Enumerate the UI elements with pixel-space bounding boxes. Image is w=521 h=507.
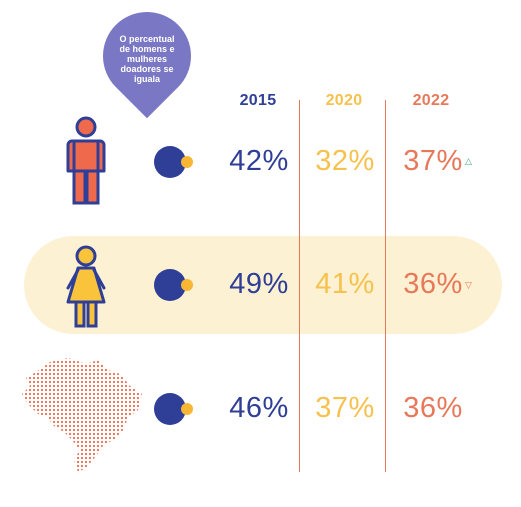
value-women-2022: 36% <box>403 268 463 300</box>
column-divider-1 <box>299 100 300 472</box>
callout-text-wrap: O percentual de homens e mulheres doador… <box>103 22 191 96</box>
pie-dot-row3 <box>154 393 186 425</box>
column-divider-2 <box>385 100 386 472</box>
pie-slice-row2 <box>181 279 193 291</box>
pie-slice-row3 <box>181 403 193 415</box>
header-year-2020: 2020 <box>325 92 363 109</box>
value-women-2015: 49% <box>229 268 289 300</box>
woman-icon <box>66 245 106 328</box>
trend-up-icon: △ <box>465 156 472 166</box>
value-men-2015: 42% <box>229 145 289 177</box>
pie-dot-row2 <box>154 269 186 301</box>
value-brazil-2015: 46% <box>229 392 289 424</box>
man-icon <box>66 116 106 205</box>
value-brazil-2020: 37% <box>315 392 375 424</box>
value-women-2020: 41% <box>315 268 375 300</box>
value-brazil-2022: 36% <box>403 392 463 424</box>
callout-text: O percentual de homens e mulheres doador… <box>119 34 175 84</box>
pie-dot-row1 <box>154 146 186 178</box>
trend-down-icon: ▽ <box>465 280 472 290</box>
header-year-2022: 2022 <box>412 92 450 109</box>
value-men-2022: 37% <box>403 145 463 177</box>
brazil-map-icon <box>22 358 142 472</box>
value-men-2020: 32% <box>315 145 375 177</box>
header-year-2015: 2015 <box>239 92 277 109</box>
pie-slice-row1 <box>181 156 193 168</box>
